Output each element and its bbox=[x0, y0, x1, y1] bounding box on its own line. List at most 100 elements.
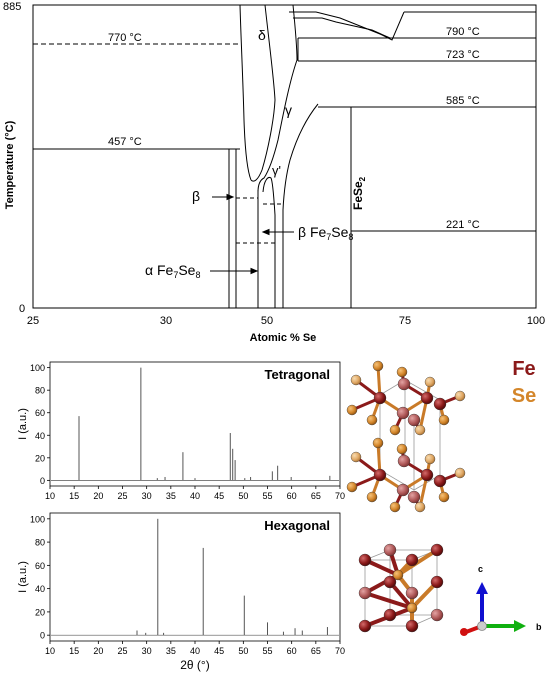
xtick-label: 60 bbox=[287, 646, 297, 656]
xtick-label: 40 bbox=[190, 646, 200, 656]
top-liquidus-2 bbox=[293, 17, 391, 39]
se-atom bbox=[389, 501, 401, 513]
xtick-25: 25 bbox=[27, 315, 39, 327]
phase-diagram-labels: 885 0 25 30 50 75 100 Atomic % Se Temper… bbox=[3, 1, 545, 344]
element-legend: Fe Se bbox=[512, 358, 536, 407]
cell-edge bbox=[404, 379, 441, 401]
fe-atom bbox=[433, 397, 447, 411]
delta-right-boundary bbox=[250, 4, 276, 182]
xtick-label: 20 bbox=[93, 646, 103, 656]
xtick-30: 30 bbox=[160, 315, 172, 327]
xtick-75: 75 bbox=[399, 315, 411, 327]
axes-triad: c b bbox=[460, 564, 542, 636]
temp-221: 221 °C bbox=[446, 219, 480, 231]
se-atom bbox=[392, 569, 404, 581]
se-atom bbox=[372, 437, 384, 449]
x-axis-label: Atomic % Se bbox=[250, 332, 317, 344]
ytick-label: 60 bbox=[35, 408, 45, 418]
temp-770: 770 °C bbox=[108, 32, 142, 44]
fe-atom bbox=[405, 586, 419, 600]
bond bbox=[363, 591, 414, 610]
phase-fese2: FeSe2 bbox=[351, 176, 367, 210]
xtick-label: 10 bbox=[45, 646, 55, 656]
se-atom bbox=[366, 414, 378, 426]
fe-atom bbox=[358, 553, 372, 567]
se-atom bbox=[372, 360, 384, 372]
fe-atom bbox=[397, 454, 411, 468]
se-atom bbox=[424, 376, 436, 388]
se-atom bbox=[454, 467, 466, 479]
gamma-prime-left bbox=[262, 177, 276, 308]
delta-left-boundary bbox=[239, 4, 252, 181]
phase-arrows bbox=[210, 193, 294, 275]
temp-790: 790 °C bbox=[446, 26, 480, 38]
fe-atom bbox=[430, 575, 444, 589]
xrd-title: Tetragonal bbox=[265, 367, 331, 382]
xtick-label: 30 bbox=[142, 491, 152, 501]
legend-fe: Fe bbox=[512, 358, 535, 380]
xtick-label: 25 bbox=[117, 491, 127, 501]
phase-diagram bbox=[32, 4, 537, 309]
phase-delta: δ bbox=[258, 27, 266, 43]
temp-585: 585 °C bbox=[446, 95, 480, 107]
crystal-tetragonal bbox=[346, 360, 466, 513]
phase-gamma: γ bbox=[285, 102, 292, 118]
se-atom bbox=[396, 366, 408, 378]
se-atom bbox=[396, 443, 408, 455]
phase-diagram-frame bbox=[32, 4, 537, 309]
xtick-label: 25 bbox=[117, 646, 127, 656]
se-atom bbox=[438, 414, 450, 426]
se-atom bbox=[414, 501, 426, 513]
xtick-label: 65 bbox=[311, 646, 321, 656]
se-atom bbox=[454, 390, 466, 402]
ytick-label: 0 bbox=[40, 631, 45, 641]
se-atom bbox=[414, 424, 426, 436]
xtick-label: 55 bbox=[262, 646, 272, 656]
gamma-left-boundary bbox=[257, 59, 298, 308]
xtick-100: 100 bbox=[527, 315, 545, 327]
ytick-0: 0 bbox=[19, 303, 25, 315]
xtick-label: 70 bbox=[335, 646, 345, 656]
ytick-label: 40 bbox=[35, 584, 45, 594]
fe-atom bbox=[407, 413, 421, 427]
phase-alpha-fe7se8: α Fe7Se8 bbox=[145, 262, 200, 280]
xtick-label: 55 bbox=[262, 491, 272, 501]
xrd-xlabel: 2θ (°) bbox=[180, 658, 209, 672]
xtick-label: 45 bbox=[214, 491, 224, 501]
ytick-label: 100 bbox=[30, 363, 45, 373]
gamma-inner-boundary bbox=[292, 4, 298, 61]
fe-atom bbox=[420, 468, 434, 482]
se-atom bbox=[406, 602, 418, 614]
se-atom bbox=[350, 374, 362, 386]
ytick-label: 0 bbox=[40, 476, 45, 486]
xtick-label: 10 bbox=[45, 491, 55, 501]
fe-atom bbox=[397, 377, 411, 391]
ytick-label: 80 bbox=[35, 386, 45, 396]
se-atom bbox=[346, 481, 358, 493]
phase-beta: β bbox=[192, 188, 200, 204]
xtick-label: 15 bbox=[69, 491, 79, 501]
fe-atom bbox=[358, 586, 372, 600]
fe-atom bbox=[383, 575, 397, 589]
ytick-label: 20 bbox=[35, 607, 45, 617]
fe-atom bbox=[383, 608, 397, 622]
phase-beta-fe7se8: β Fe7Se8 bbox=[298, 224, 353, 242]
phase-gamma-prime: γ' bbox=[272, 163, 281, 178]
se-atom bbox=[389, 424, 401, 436]
xtick-label: 15 bbox=[69, 646, 79, 656]
fe-atom bbox=[358, 619, 372, 633]
fe-atom bbox=[383, 543, 397, 557]
crystal-hexagonal bbox=[358, 543, 444, 633]
xtick-label: 20 bbox=[93, 491, 103, 501]
se-atom bbox=[366, 491, 378, 503]
gamma-right-boundary bbox=[282, 103, 319, 308]
legend-se: Se bbox=[512, 385, 536, 407]
fe-atom bbox=[405, 553, 419, 567]
ytick-885: 885 bbox=[3, 1, 21, 13]
fe-atom bbox=[405, 619, 419, 633]
xtick-label: 60 bbox=[287, 491, 297, 501]
axis-c-label: c bbox=[478, 564, 483, 574]
xrd-ylabel: I (a.u.) bbox=[17, 408, 29, 440]
xtick-50: 50 bbox=[261, 315, 273, 327]
xtick-label: 70 bbox=[335, 491, 345, 501]
